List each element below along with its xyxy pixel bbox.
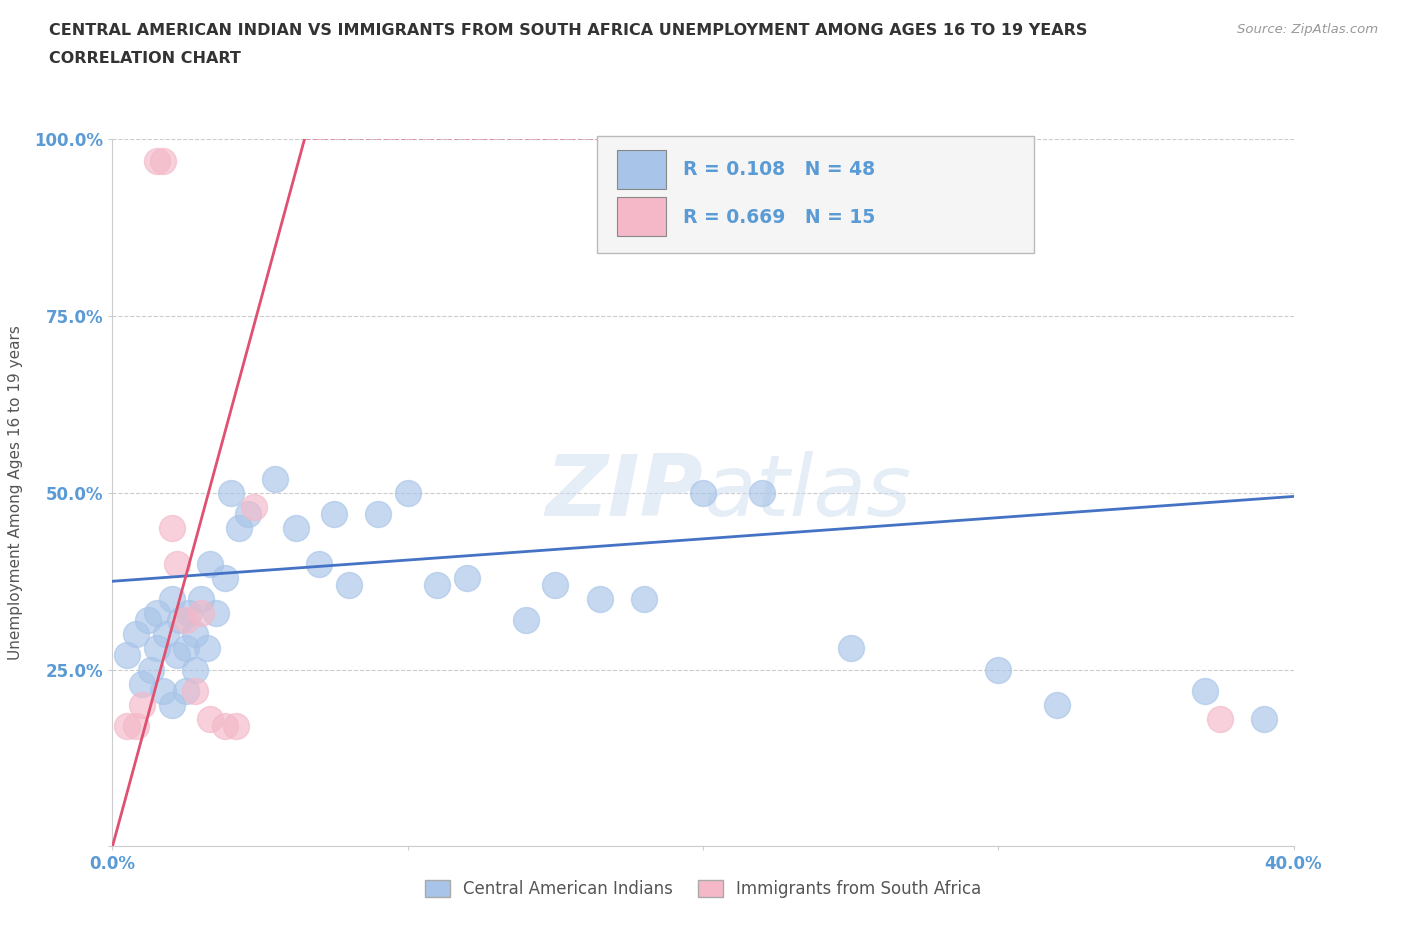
- Point: [169, 613, 191, 628]
- Point: [1253, 711, 1275, 726]
- Point: [195, 641, 218, 656]
- Point: [426, 578, 449, 592]
- Point: [228, 521, 250, 536]
- Point: [198, 711, 221, 726]
- Point: [131, 676, 153, 691]
- Point: [184, 662, 207, 677]
- Text: ZIP: ZIP: [546, 451, 703, 535]
- Point: [174, 613, 197, 628]
- Point: [198, 556, 221, 571]
- Point: [1194, 684, 1216, 698]
- Point: [367, 507, 389, 522]
- Point: [987, 662, 1010, 677]
- Point: [308, 556, 330, 571]
- Point: [166, 648, 188, 663]
- Point: [1208, 711, 1232, 726]
- Point: [160, 521, 183, 536]
- Point: [152, 153, 174, 168]
- Point: [146, 641, 169, 656]
- Point: [174, 641, 197, 656]
- Point: [190, 591, 212, 606]
- Point: [174, 684, 197, 698]
- Point: [323, 507, 346, 522]
- Text: R = 0.669   N = 15: R = 0.669 N = 15: [683, 207, 875, 227]
- Point: [160, 591, 183, 606]
- Point: [751, 485, 773, 500]
- Point: [117, 648, 138, 663]
- Legend: Central American Indians, Immigrants from South Africa: Central American Indians, Immigrants fro…: [418, 873, 988, 905]
- Point: [515, 613, 537, 628]
- Point: [214, 719, 236, 734]
- Point: [184, 627, 207, 642]
- Text: atlas: atlas: [703, 451, 911, 535]
- Point: [337, 578, 360, 592]
- Point: [456, 570, 478, 585]
- Point: [396, 485, 419, 500]
- Point: [152, 684, 174, 698]
- Point: [692, 485, 714, 500]
- Point: [125, 719, 148, 734]
- Text: CORRELATION CHART: CORRELATION CHART: [49, 51, 240, 66]
- Point: [146, 605, 169, 620]
- Point: [588, 591, 610, 606]
- Text: R = 0.108   N = 48: R = 0.108 N = 48: [683, 160, 875, 179]
- Point: [131, 698, 153, 712]
- Point: [179, 605, 201, 620]
- Bar: [617, 197, 666, 236]
- FancyBboxPatch shape: [596, 136, 1033, 253]
- Point: [139, 662, 162, 677]
- Point: [146, 153, 169, 168]
- Point: [243, 499, 266, 514]
- Point: [544, 578, 567, 592]
- Point: [284, 521, 307, 536]
- Point: [166, 556, 188, 571]
- Point: [633, 591, 655, 606]
- Point: [205, 605, 228, 620]
- Point: [190, 605, 212, 620]
- Point: [1046, 698, 1069, 712]
- Point: [238, 507, 260, 522]
- Point: [839, 641, 862, 656]
- Point: [184, 684, 207, 698]
- Text: CENTRAL AMERICAN INDIAN VS IMMIGRANTS FROM SOUTH AFRICA UNEMPLOYMENT AMONG AGES : CENTRAL AMERICAN INDIAN VS IMMIGRANTS FR…: [49, 23, 1088, 38]
- Point: [160, 698, 183, 712]
- Point: [219, 485, 242, 500]
- Point: [264, 472, 287, 486]
- Point: [214, 570, 236, 585]
- Text: Source: ZipAtlas.com: Source: ZipAtlas.com: [1237, 23, 1378, 36]
- Point: [117, 719, 138, 734]
- Point: [136, 613, 159, 628]
- Y-axis label: Unemployment Among Ages 16 to 19 years: Unemployment Among Ages 16 to 19 years: [8, 326, 24, 660]
- Bar: [617, 150, 666, 189]
- Point: [125, 627, 148, 642]
- Point: [225, 719, 247, 734]
- Point: [155, 627, 177, 642]
